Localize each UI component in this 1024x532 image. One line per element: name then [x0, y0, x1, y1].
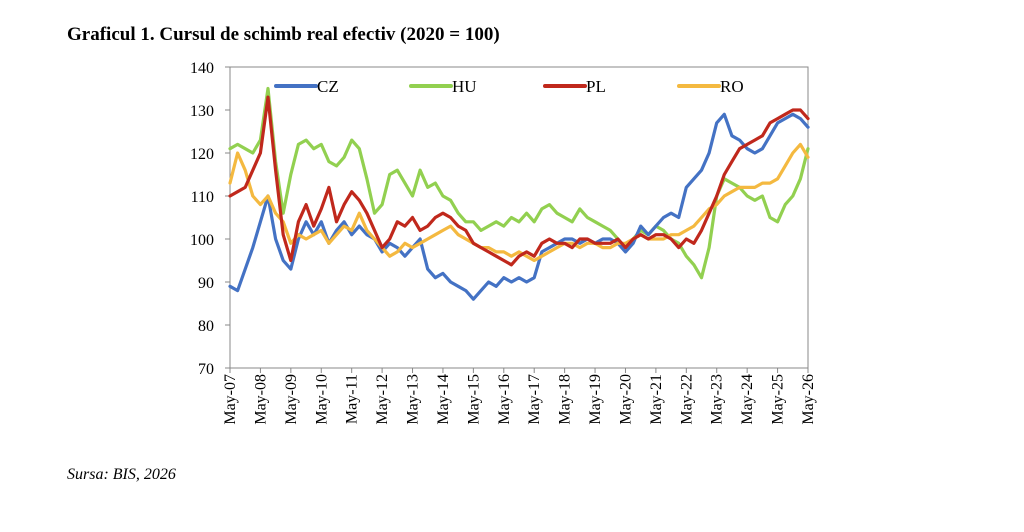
legend-label-cz: CZ [317, 77, 339, 96]
x-tick-label: May-08 [252, 374, 269, 425]
x-tick-label: May-22 [678, 374, 695, 425]
legend: CZ HU PL RO [274, 77, 744, 96]
series-line-hu [228, 86, 810, 280]
x-tick-label: May-15 [465, 374, 482, 425]
y-tick-label: 110 [191, 189, 214, 206]
plot-area-border [229, 66, 809, 369]
x-tick-label: May-24 [739, 374, 756, 425]
x-tick-label: May-17 [526, 374, 543, 425]
chart-title: Graficul 1. Cursul de schimb real efecti… [67, 24, 500, 45]
x-tick-label: May-12 [374, 374, 391, 425]
x-tick-label: May-11 [344, 374, 361, 424]
y-tick-label: 70 [198, 361, 214, 378]
x-tick-label: May-19 [587, 374, 604, 425]
x-tick-label: May-26 [800, 374, 817, 425]
series-line-pl [228, 95, 810, 267]
x-tick-label: May-23 [709, 374, 726, 425]
x-tick-label: May-09 [283, 374, 300, 425]
axes-group: 70 80 90 100 110 120 130 140 May-07 May-08 May-09 M… [190, 60, 817, 425]
legend-label-ro: RO [720, 77, 744, 96]
x-tick-label: May-16 [496, 374, 513, 425]
y-tick-label: 100 [190, 232, 214, 249]
y-tick-label: 120 [190, 146, 214, 163]
x-tick-label: May-14 [435, 374, 452, 425]
x-tick-label: May-20 [617, 374, 634, 425]
x-tick-label: May-13 [405, 374, 422, 425]
series-line-ro [228, 142, 810, 263]
source-note: Sursa: BIS, 2026 [67, 466, 176, 483]
y-tick-label: 130 [190, 103, 214, 120]
x-tick-label: May-18 [557, 374, 574, 425]
legend-label-pl: PL [586, 77, 606, 96]
x-tick-label: May-10 [313, 374, 330, 425]
x-tick-label: May-07 [222, 374, 239, 425]
y-tick-label: 80 [198, 318, 214, 335]
x-tick-label: May-21 [648, 374, 665, 425]
y-tick-label: 90 [198, 275, 214, 292]
x-tick-label: May-25 [770, 374, 787, 425]
series-line-cz [228, 112, 810, 301]
series-lines [228, 86, 810, 301]
y-tick-label: 140 [190, 60, 214, 77]
legend-label-hu: HU [452, 77, 477, 96]
